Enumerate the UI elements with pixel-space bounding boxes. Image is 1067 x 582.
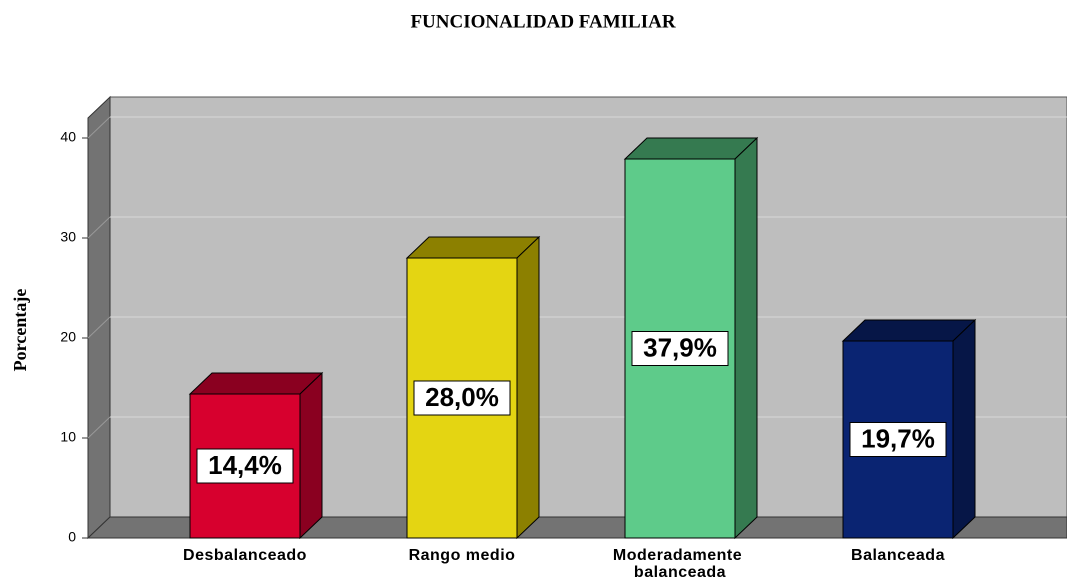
value-label-box	[631, 331, 729, 366]
value-label-box	[196, 448, 294, 484]
grid-line	[87, 416, 111, 439]
grid-line	[87, 316, 111, 339]
y-tick-label: 10	[60, 429, 76, 445]
y-tick-label: 40	[60, 129, 76, 145]
x-tick-label: Moderadamente balanceada	[613, 547, 747, 581]
y-tick-label: 0	[68, 529, 76, 545]
x-tick-label-line: balanceada	[634, 564, 726, 581]
bar-top	[623, 137, 759, 160]
grid-line	[87, 116, 111, 139]
bar-side	[734, 136, 758, 540]
bar-top	[405, 236, 541, 259]
y-tick-label: 20	[60, 329, 76, 345]
bar-top	[841, 319, 977, 342]
left-wall	[87, 95, 111, 540]
bar-side	[299, 371, 323, 540]
x-tick-label-line: Moderadamente	[613, 547, 747, 564]
value-label: 19,7%	[861, 423, 935, 453]
y-tick-label: 30	[60, 229, 76, 245]
x-tick-label: Balanceada	[851, 547, 945, 564]
grid-line	[87, 216, 111, 239]
value-label-box	[849, 422, 947, 457]
chart-title: FUNCIONALIDAD FAMILIAR	[410, 11, 675, 32]
value-label-box	[413, 380, 511, 416]
floor	[86, 516, 1067, 539]
bar-side	[952, 318, 976, 540]
bar-side	[516, 235, 540, 540]
bar-top	[188, 372, 324, 395]
x-tick-label: Rango medio	[409, 547, 516, 564]
value-label: 28,0%	[425, 382, 499, 412]
x-tick-label: Desbalanceado	[183, 547, 307, 564]
y-axis-label: Porcentaje	[10, 289, 30, 372]
value-label: 14,4%	[208, 450, 282, 480]
value-label: 37,9%	[643, 332, 717, 362]
